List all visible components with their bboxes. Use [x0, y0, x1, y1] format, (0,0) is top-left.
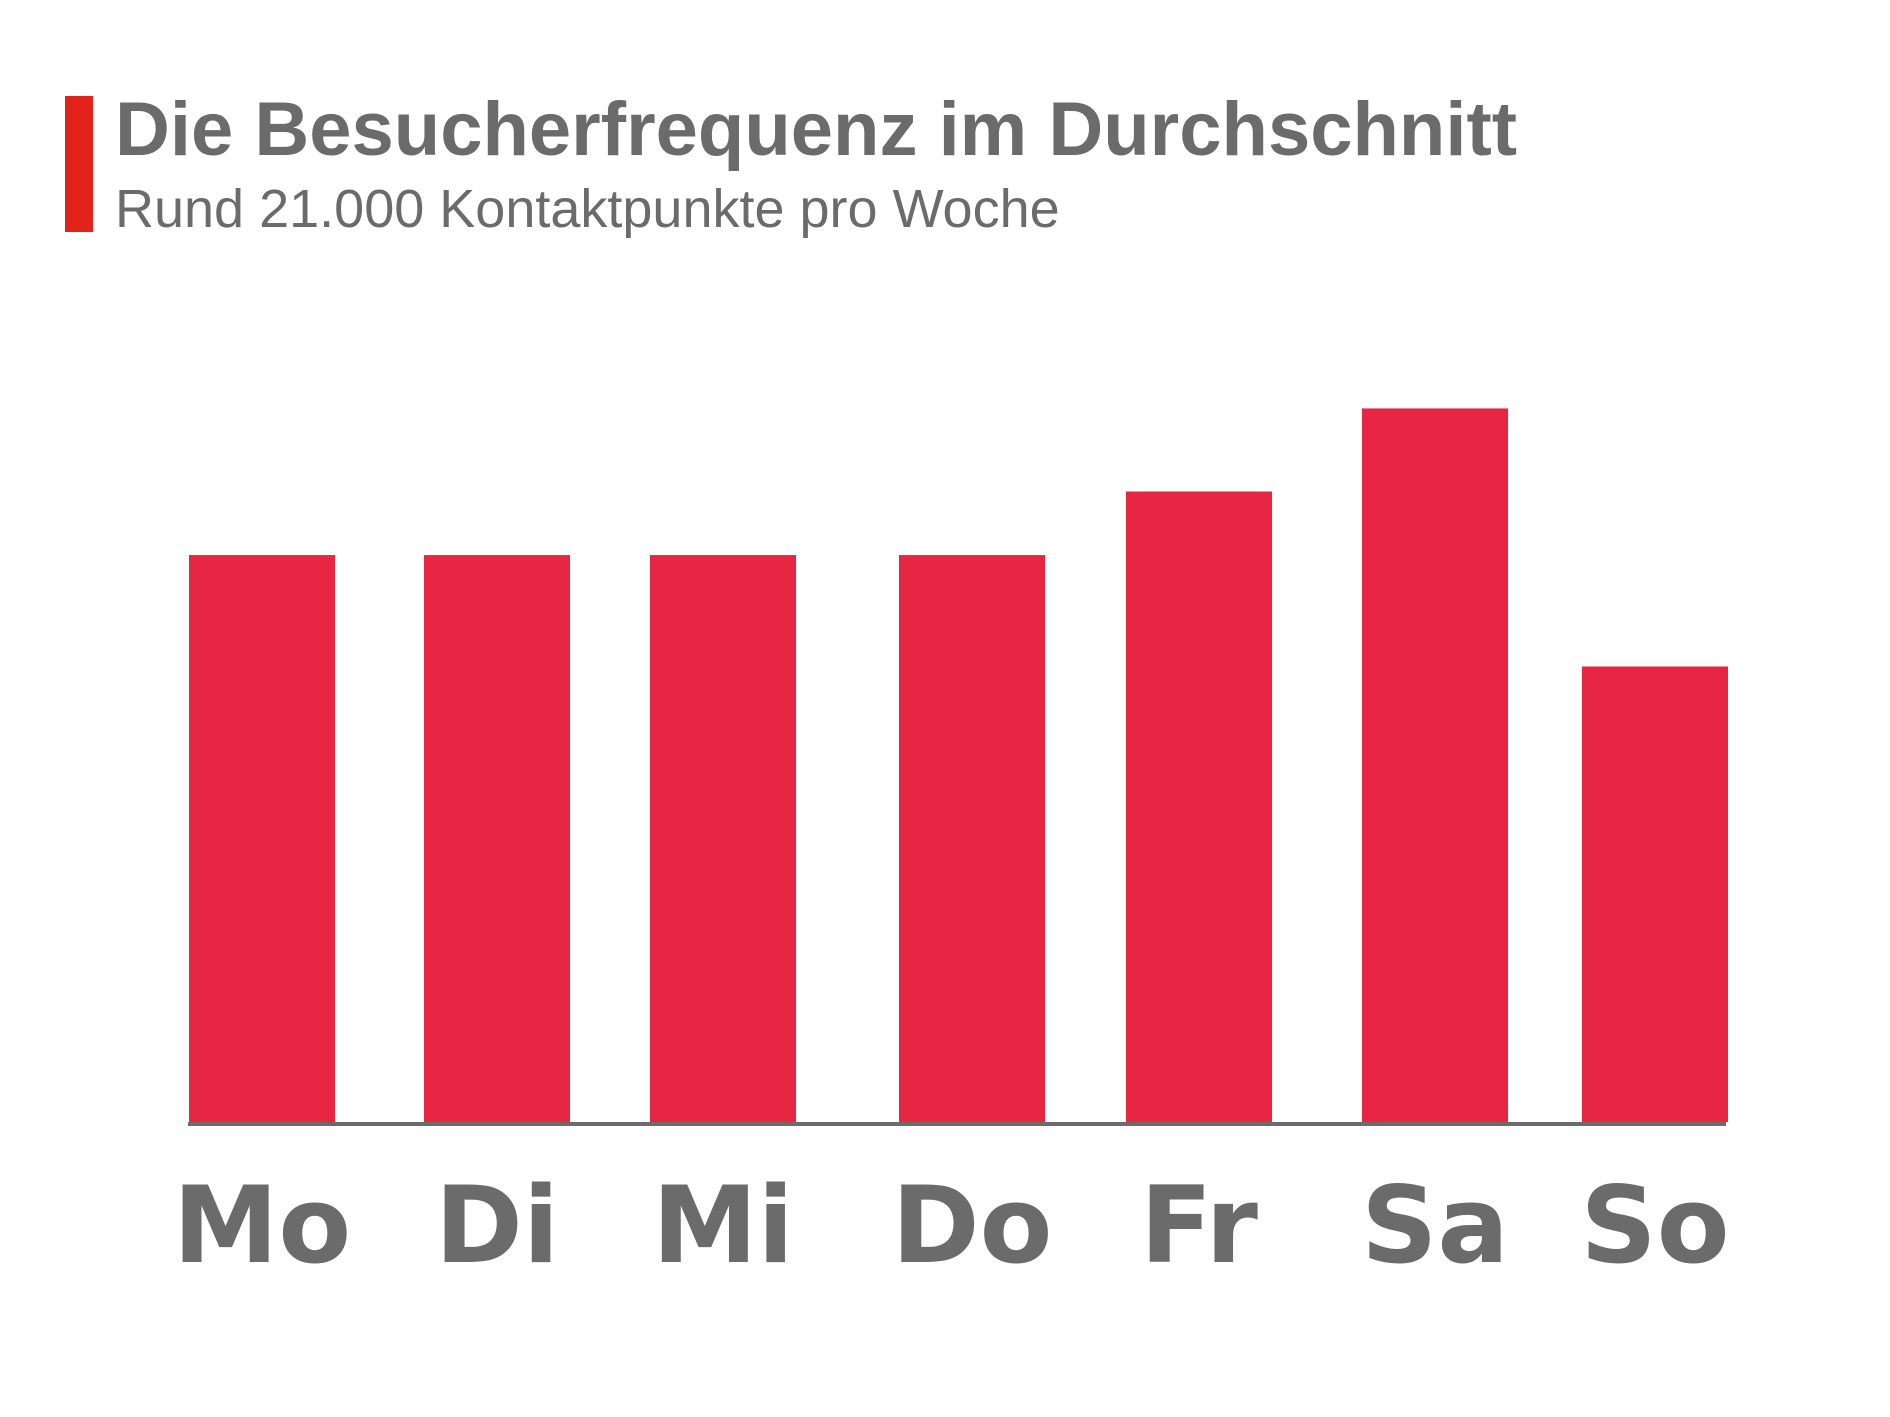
bar-mo [189, 555, 335, 1122]
bar-mi [650, 555, 796, 1122]
x-tick-label-sa: Sa [1361, 1164, 1509, 1287]
title-accent-bar [65, 96, 93, 232]
bar-di [424, 555, 570, 1122]
bar-fr [1126, 491, 1272, 1122]
x-tick-labels: Mo Di Mi Do Fr Sa So [173, 1164, 1730, 1287]
x-tick-label-di: Di [435, 1164, 559, 1287]
bar-do [899, 555, 1045, 1122]
x-tick-label-mi: Mi [652, 1164, 794, 1287]
chart-title: Die Besucherfrequenz im Durchschnitt [115, 87, 1518, 172]
bar-group [189, 408, 1728, 1122]
bar-so [1582, 666, 1728, 1122]
x-tick-label-mo: Mo [173, 1164, 351, 1287]
x-tick-label-so: So [1580, 1164, 1729, 1287]
chart-subtitle: Rund 21.000 Kontaktpunkte pro Woche [115, 179, 1060, 239]
bar-sa [1362, 408, 1508, 1122]
x-tick-label-fr: Fr [1140, 1164, 1258, 1287]
x-tick-label-do: Do [892, 1164, 1053, 1287]
